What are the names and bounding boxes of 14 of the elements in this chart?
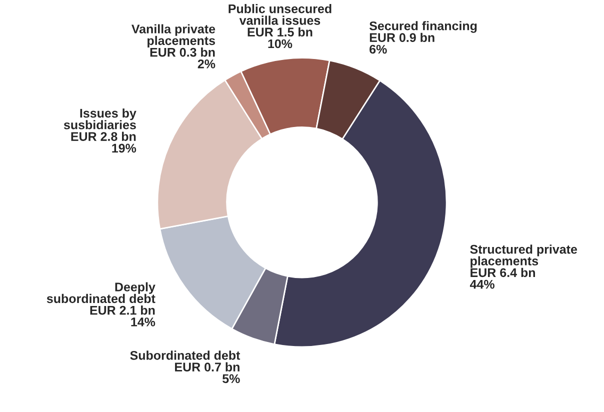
slice-label: Subordinated debt EUR 0.7 bn [130, 350, 240, 372]
slice-label: Issues by susbidiaries EUR 2.8 bn [64, 108, 136, 141]
slice-label: Vanilla private placements EUR 0.3 bn [132, 24, 216, 57]
slice-label: Deeply subordinated debt EUR 2.1 bn [46, 282, 156, 315]
slice-label: Structured private placements EUR 6.4 bn [470, 244, 578, 278]
slice-label: Secured financing EUR 0.9 bn [369, 21, 477, 42]
data-label: 10% [268, 39, 292, 48]
data-label: 5% [222, 374, 240, 384]
data-label: 14% [131, 318, 156, 326]
data-label: 2% [198, 60, 216, 68]
data-label: 6% [370, 44, 387, 54]
data-label: 44% [470, 280, 494, 289]
data-label: 19% [112, 144, 136, 153]
slice-label: Public unsecured vanilla issues EUR 1.5 bn [228, 4, 332, 37]
